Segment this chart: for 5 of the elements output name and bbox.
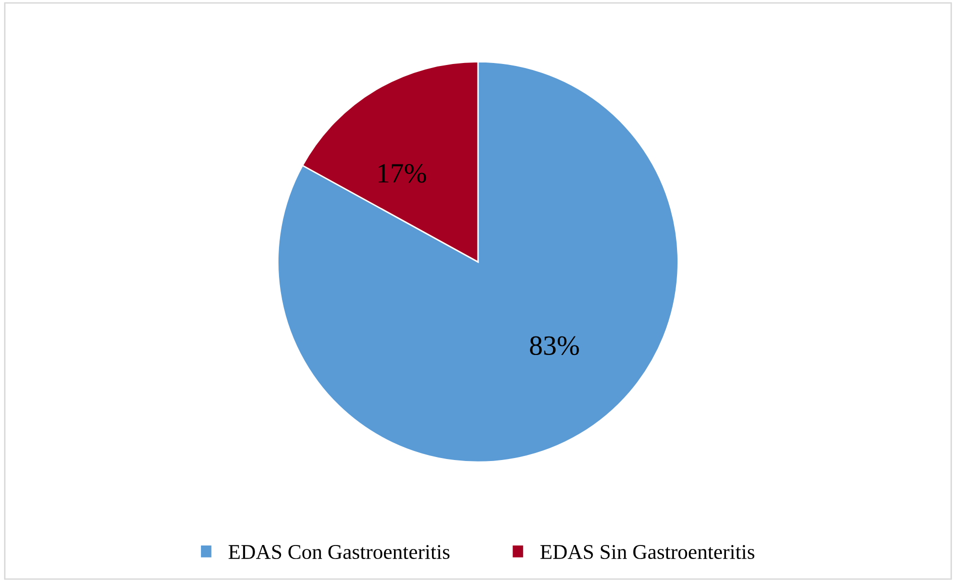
legend-label: EDAS Sin Gastroenteritis — [540, 545, 754, 560]
data-label: 83% — [530, 336, 579, 356]
pie-slice — [277, 60, 679, 463]
legend-label: EDAS Con Gastroenteritis — [228, 545, 450, 560]
data-label: 17% — [378, 164, 426, 183]
